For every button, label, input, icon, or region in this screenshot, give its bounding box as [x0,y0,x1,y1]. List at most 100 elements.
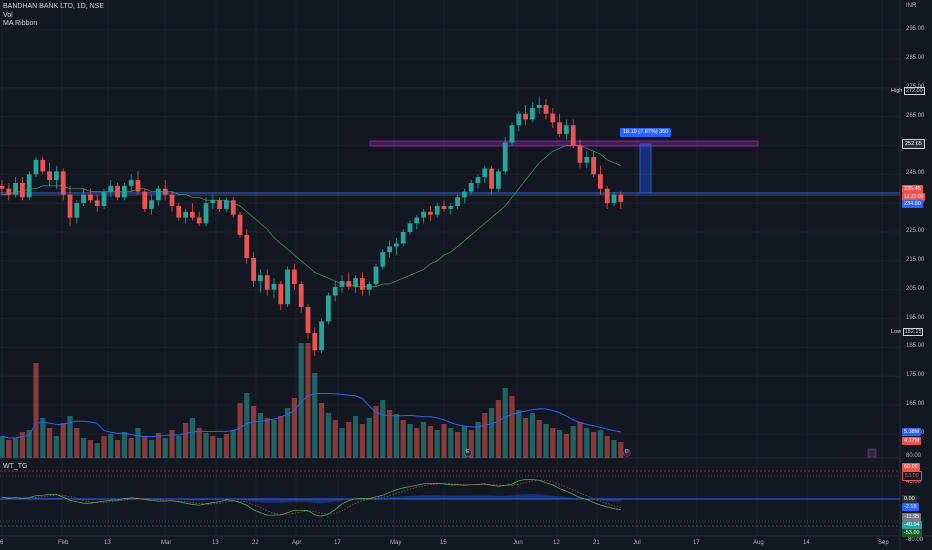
candle-body[interactable] [190,211,195,218]
candle-body[interactable] [584,156,590,163]
candle-body[interactable] [360,278,365,290]
candle-body[interactable] [292,269,297,284]
candle-body[interactable] [217,200,222,209]
candle-body[interactable] [428,211,433,215]
candle-body[interactable] [88,194,93,201]
candle-body[interactable] [319,321,324,351]
candle-body[interactable] [122,185,127,198]
candle-body[interactable] [400,232,406,244]
candle-body[interactable] [47,171,52,181]
time-axis[interactable]: 6 Feb 13 Mar 13 22 Apr 17 May 15 Jun 12 21 Jul 17 Aug 14… [0,537,900,550]
candle-body[interactable] [264,275,270,290]
candle-body[interactable] [135,180,141,192]
candle-body[interactable] [339,281,345,287]
candle-body[interactable] [482,168,488,178]
candle-body[interactable] [332,286,338,296]
candle-body[interactable] [475,177,481,183]
candle-body[interactable] [183,211,188,218]
candle-body[interactable] [196,217,202,224]
measure-box[interactable] [639,143,652,194]
candle-body[interactable] [203,203,209,224]
candle-body[interactable] [0,185,5,189]
candle-body[interactable] [156,188,161,201]
candle-body[interactable] [326,295,331,322]
candle-body[interactable] [543,105,549,114]
candle-body[interactable] [564,125,569,134]
candle-body[interactable] [577,145,583,163]
candle-body[interactable] [489,168,494,189]
candle-body[interactable] [6,188,12,195]
candle-body[interactable] [169,194,175,207]
candle-body[interactable] [462,191,467,198]
candle-body[interactable] [407,223,413,232]
candle-body[interactable] [20,182,25,198]
candle-body[interactable] [509,125,515,143]
dividend-marker[interactable] [623,449,631,457]
candle-body[interactable] [598,174,603,189]
candle-body[interactable] [115,185,120,198]
candle-body[interactable] [60,171,66,195]
future-marker[interactable] [867,448,877,458]
candle-body[interactable] [496,171,501,189]
candle-body[interactable] [224,200,229,209]
candle-body[interactable] [591,156,596,175]
candle-body[interactable] [468,182,474,192]
candle-body[interactable] [285,269,290,305]
candle-body[interactable] [394,243,399,247]
candle-body[interactable] [557,122,562,134]
candle-body[interactable] [346,281,352,287]
candle-body[interactable] [237,214,243,235]
candle-body[interactable] [108,185,114,192]
candle-body[interactable] [502,142,508,172]
candle-body[interactable] [13,182,18,195]
candle-body[interactable] [312,333,318,351]
candle-body[interactable] [162,188,168,195]
candle-body[interactable] [455,197,460,207]
candle-body[interactable] [94,200,100,207]
candle-body[interactable] [414,217,420,224]
candle-body[interactable] [271,283,277,290]
resistance-zone[interactable] [369,140,759,147]
candle-body[interactable] [536,105,542,108]
ma-ribbon-legend[interactable]: MA Ribbon [3,20,38,27]
candle-body[interactable] [128,180,134,186]
candle-body[interactable] [67,194,73,218]
candle-body[interactable] [570,125,576,146]
candle-body[interactable] [618,194,624,202]
candle-body[interactable] [448,206,454,209]
candle-body[interactable] [149,200,154,209]
candle-body[interactable] [142,191,148,209]
candle-body[interactable] [278,283,284,305]
symbol-title[interactable]: BANDHAN BANK LTD, 1D, NSE [3,3,105,10]
candle-body[interactable] [523,113,528,120]
candle-body[interactable] [244,234,250,258]
candle-body[interactable] [40,159,46,172]
candle-body[interactable] [530,107,535,120]
candle-body[interactable] [373,266,379,284]
candle-body[interactable] [516,113,522,126]
vol-legend[interactable]: Vol [3,11,13,19]
wt-indicator-legend[interactable]: WT_TG [3,463,28,470]
candle-body[interactable] [81,194,86,204]
candle-body[interactable] [298,283,304,308]
candle-body[interactable] [353,278,358,287]
candle-body[interactable] [305,307,311,333]
candle-body[interactable] [176,206,182,218]
candle-body[interactable] [611,194,617,204]
candle-body[interactable] [387,246,392,253]
candle-body[interactable] [380,252,386,267]
candle-body[interactable] [33,159,39,175]
candle-body[interactable] [230,200,236,215]
earnings-marker[interactable] [464,449,472,457]
candle-body[interactable] [434,206,440,215]
candle-body[interactable] [604,188,610,204]
candle-body[interactable] [210,200,216,204]
candle-body[interactable] [26,174,32,198]
measure-label[interactable]: 18.10 (7.87%) 360 [620,128,672,137]
candle-body[interactable] [101,191,107,207]
candle-body[interactable] [251,257,256,282]
candle-body[interactable] [421,211,426,218]
candle-body[interactable] [258,275,263,282]
